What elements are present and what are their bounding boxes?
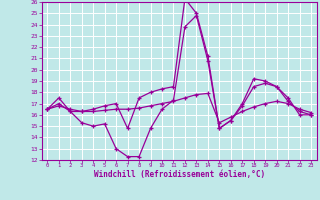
- X-axis label: Windchill (Refroidissement éolien,°C): Windchill (Refroidissement éolien,°C): [94, 170, 265, 179]
